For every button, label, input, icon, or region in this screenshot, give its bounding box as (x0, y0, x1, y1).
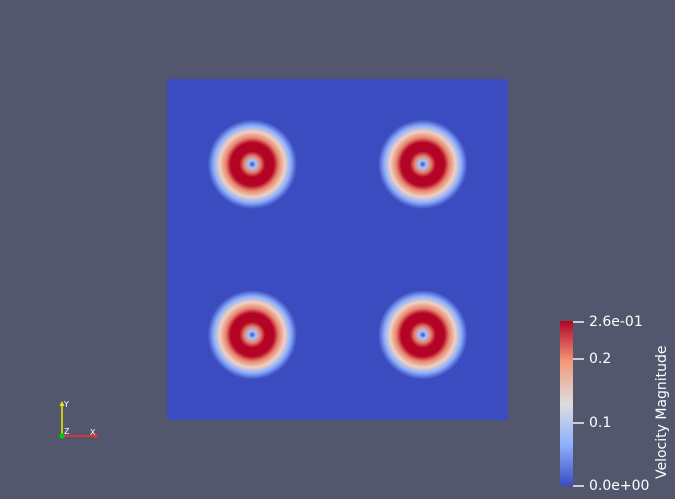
velocity-magnitude-field (167, 79, 508, 420)
x-axis-arrow (94, 433, 99, 439)
y-axis-arrow (59, 401, 65, 406)
vortex-1 (204, 116, 301, 213)
colorbar-title: Velocity Magnitude (654, 345, 670, 479)
colorbar-ramp (560, 321, 573, 486)
orientation-axes-widget: X Y Z (59, 400, 99, 439)
z-axis-dot (59, 433, 65, 439)
colorbar-label-0-1: 0.1 (589, 415, 612, 431)
vortex-4 (374, 286, 471, 383)
colorbar-label-min: 0.0e+00 (589, 478, 650, 494)
z-axis-label: Z (64, 427, 70, 436)
colorbar-label-max: 2.6e-01 (589, 314, 643, 330)
y-axis-label: Y (63, 400, 69, 409)
colorbar-label-0-2: 0.2 (589, 351, 612, 367)
field-background (167, 79, 508, 420)
vortex-3 (204, 286, 301, 383)
x-axis-label: X (90, 428, 96, 437)
vortex-layer (204, 116, 471, 383)
vortex-2 (374, 116, 471, 213)
